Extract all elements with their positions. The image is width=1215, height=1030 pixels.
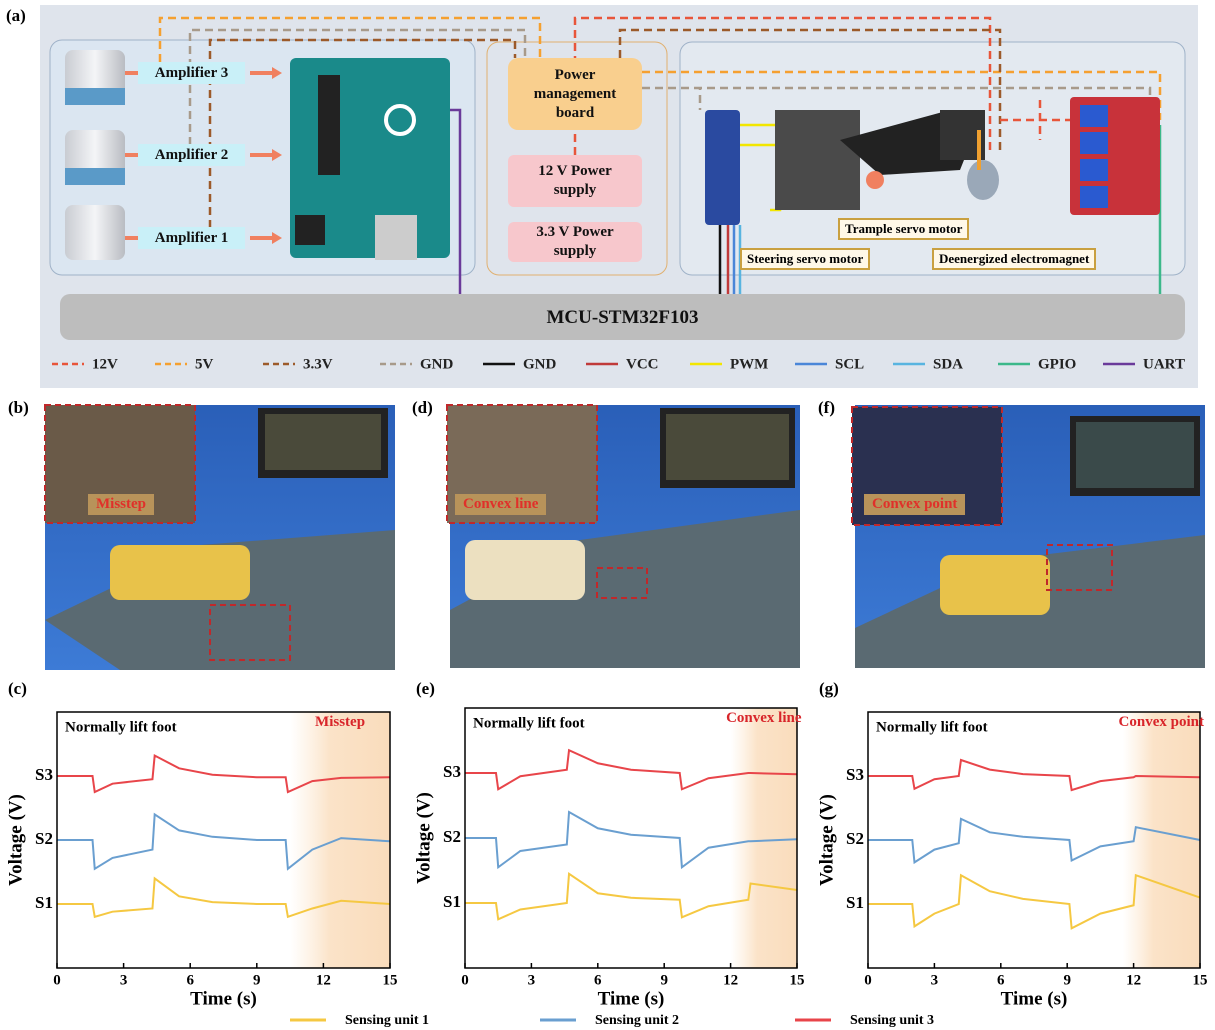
x-tick-label: 6 xyxy=(186,972,194,988)
panel-label: (c) xyxy=(8,679,27,698)
highlight-label: Convex line xyxy=(719,710,809,727)
x-tick-label: 3 xyxy=(931,972,939,988)
component-label: Trample servo motor xyxy=(838,218,969,240)
y-tick-label: S1 xyxy=(35,893,53,912)
y-tick-label: S2 xyxy=(846,829,864,848)
x-axis-title: Time (s) xyxy=(598,988,665,1009)
annotation: Normally lift foot xyxy=(876,719,988,735)
x-tick-label: 15 xyxy=(1193,972,1208,988)
legend-label: Sensing unit 3 xyxy=(850,1013,934,1028)
wire-legend-label: 5V xyxy=(195,356,214,372)
panel-label: (d) xyxy=(412,398,433,418)
figure: 12V 5V 3.3V GND GND VCC PWM SCL SDA GPIO UART (c) Vo… xyxy=(0,0,1215,1030)
wire-legend-label: 3.3V xyxy=(303,356,333,372)
x-tick-label: 0 xyxy=(864,972,872,988)
power-supply: 12 V Power supply xyxy=(518,157,632,205)
panel-label: (a) xyxy=(6,6,26,26)
wire-legend-label: 12V xyxy=(92,356,118,372)
wire-legend-label: VCC xyxy=(626,356,659,372)
wire-legend-label: UART xyxy=(1143,356,1185,372)
annotation: Normally lift foot xyxy=(65,719,177,735)
x-tick-label: 12 xyxy=(316,972,331,988)
wire-legend-label: PWM xyxy=(730,356,768,372)
power-management: Power management board xyxy=(518,60,632,128)
power-supply: 3.3 V Power supply xyxy=(518,222,632,262)
legend-label: Sensing unit 1 xyxy=(345,1013,429,1028)
y-tick-label: S3 xyxy=(35,765,53,784)
x-axis-title: Time (s) xyxy=(1001,988,1068,1009)
panel-label: (g) xyxy=(819,679,839,698)
annotation: Normally lift foot xyxy=(473,715,585,731)
x-tick-label: 3 xyxy=(528,972,536,988)
x-tick-label: 15 xyxy=(383,972,398,988)
inset-label: Convex line xyxy=(455,494,546,515)
panel-label: (f) xyxy=(818,398,835,418)
amplifier: Amplifier 3 xyxy=(138,62,245,84)
y-tick-label: S2 xyxy=(35,829,53,848)
highlight-label: Convex point xyxy=(1116,714,1206,731)
inset-label: Convex point xyxy=(864,494,965,515)
panel-label: (e) xyxy=(416,679,435,698)
y-tick-label: S1 xyxy=(443,892,461,911)
y-axis-title: Voltage (V) xyxy=(413,792,434,884)
x-tick-label: 12 xyxy=(1126,972,1141,988)
x-tick-label: 0 xyxy=(53,972,61,988)
x-tick-label: 12 xyxy=(723,972,738,988)
highlight-region xyxy=(731,708,797,968)
mcu-label: MCU-STM32F103 xyxy=(60,294,1185,340)
wire-legend-label: GND xyxy=(420,356,454,372)
x-tick-label: 6 xyxy=(594,972,602,988)
panel-label: (b) xyxy=(8,398,29,418)
x-tick-label: 6 xyxy=(997,972,1005,988)
inset-label: Misstep xyxy=(88,494,154,515)
wire-legend-label: SDA xyxy=(933,356,963,372)
legend-label: Sensing unit 2 xyxy=(595,1013,679,1028)
y-tick-label: S1 xyxy=(846,893,864,912)
y-axis-title: Voltage (V) xyxy=(816,794,837,886)
x-tick-label: 9 xyxy=(1063,972,1071,988)
y-axis-title: Voltage (V) xyxy=(5,794,26,886)
component-label: Deenergized electromagnet xyxy=(932,248,1096,270)
y-tick-label: S3 xyxy=(846,765,864,784)
wire-legend-label: GND xyxy=(523,356,557,372)
x-tick-label: 0 xyxy=(461,972,469,988)
amplifier: Amplifier 2 xyxy=(138,144,245,166)
x-tick-label: 9 xyxy=(253,972,261,988)
wire-legend-label: SCL xyxy=(835,356,864,372)
x-tick-label: 9 xyxy=(660,972,668,988)
x-tick-label: 3 xyxy=(120,972,128,988)
x-axis-title: Time (s) xyxy=(190,988,257,1009)
y-tick-label: S2 xyxy=(443,827,461,846)
wire-legend-label: GPIO xyxy=(1038,356,1076,372)
highlight-label: Misstep xyxy=(295,714,385,731)
y-tick-label: S3 xyxy=(443,762,461,781)
x-tick-label: 15 xyxy=(790,972,805,988)
amplifier: Amplifier 1 xyxy=(138,227,245,249)
component-label: Steering servo motor xyxy=(740,248,870,270)
